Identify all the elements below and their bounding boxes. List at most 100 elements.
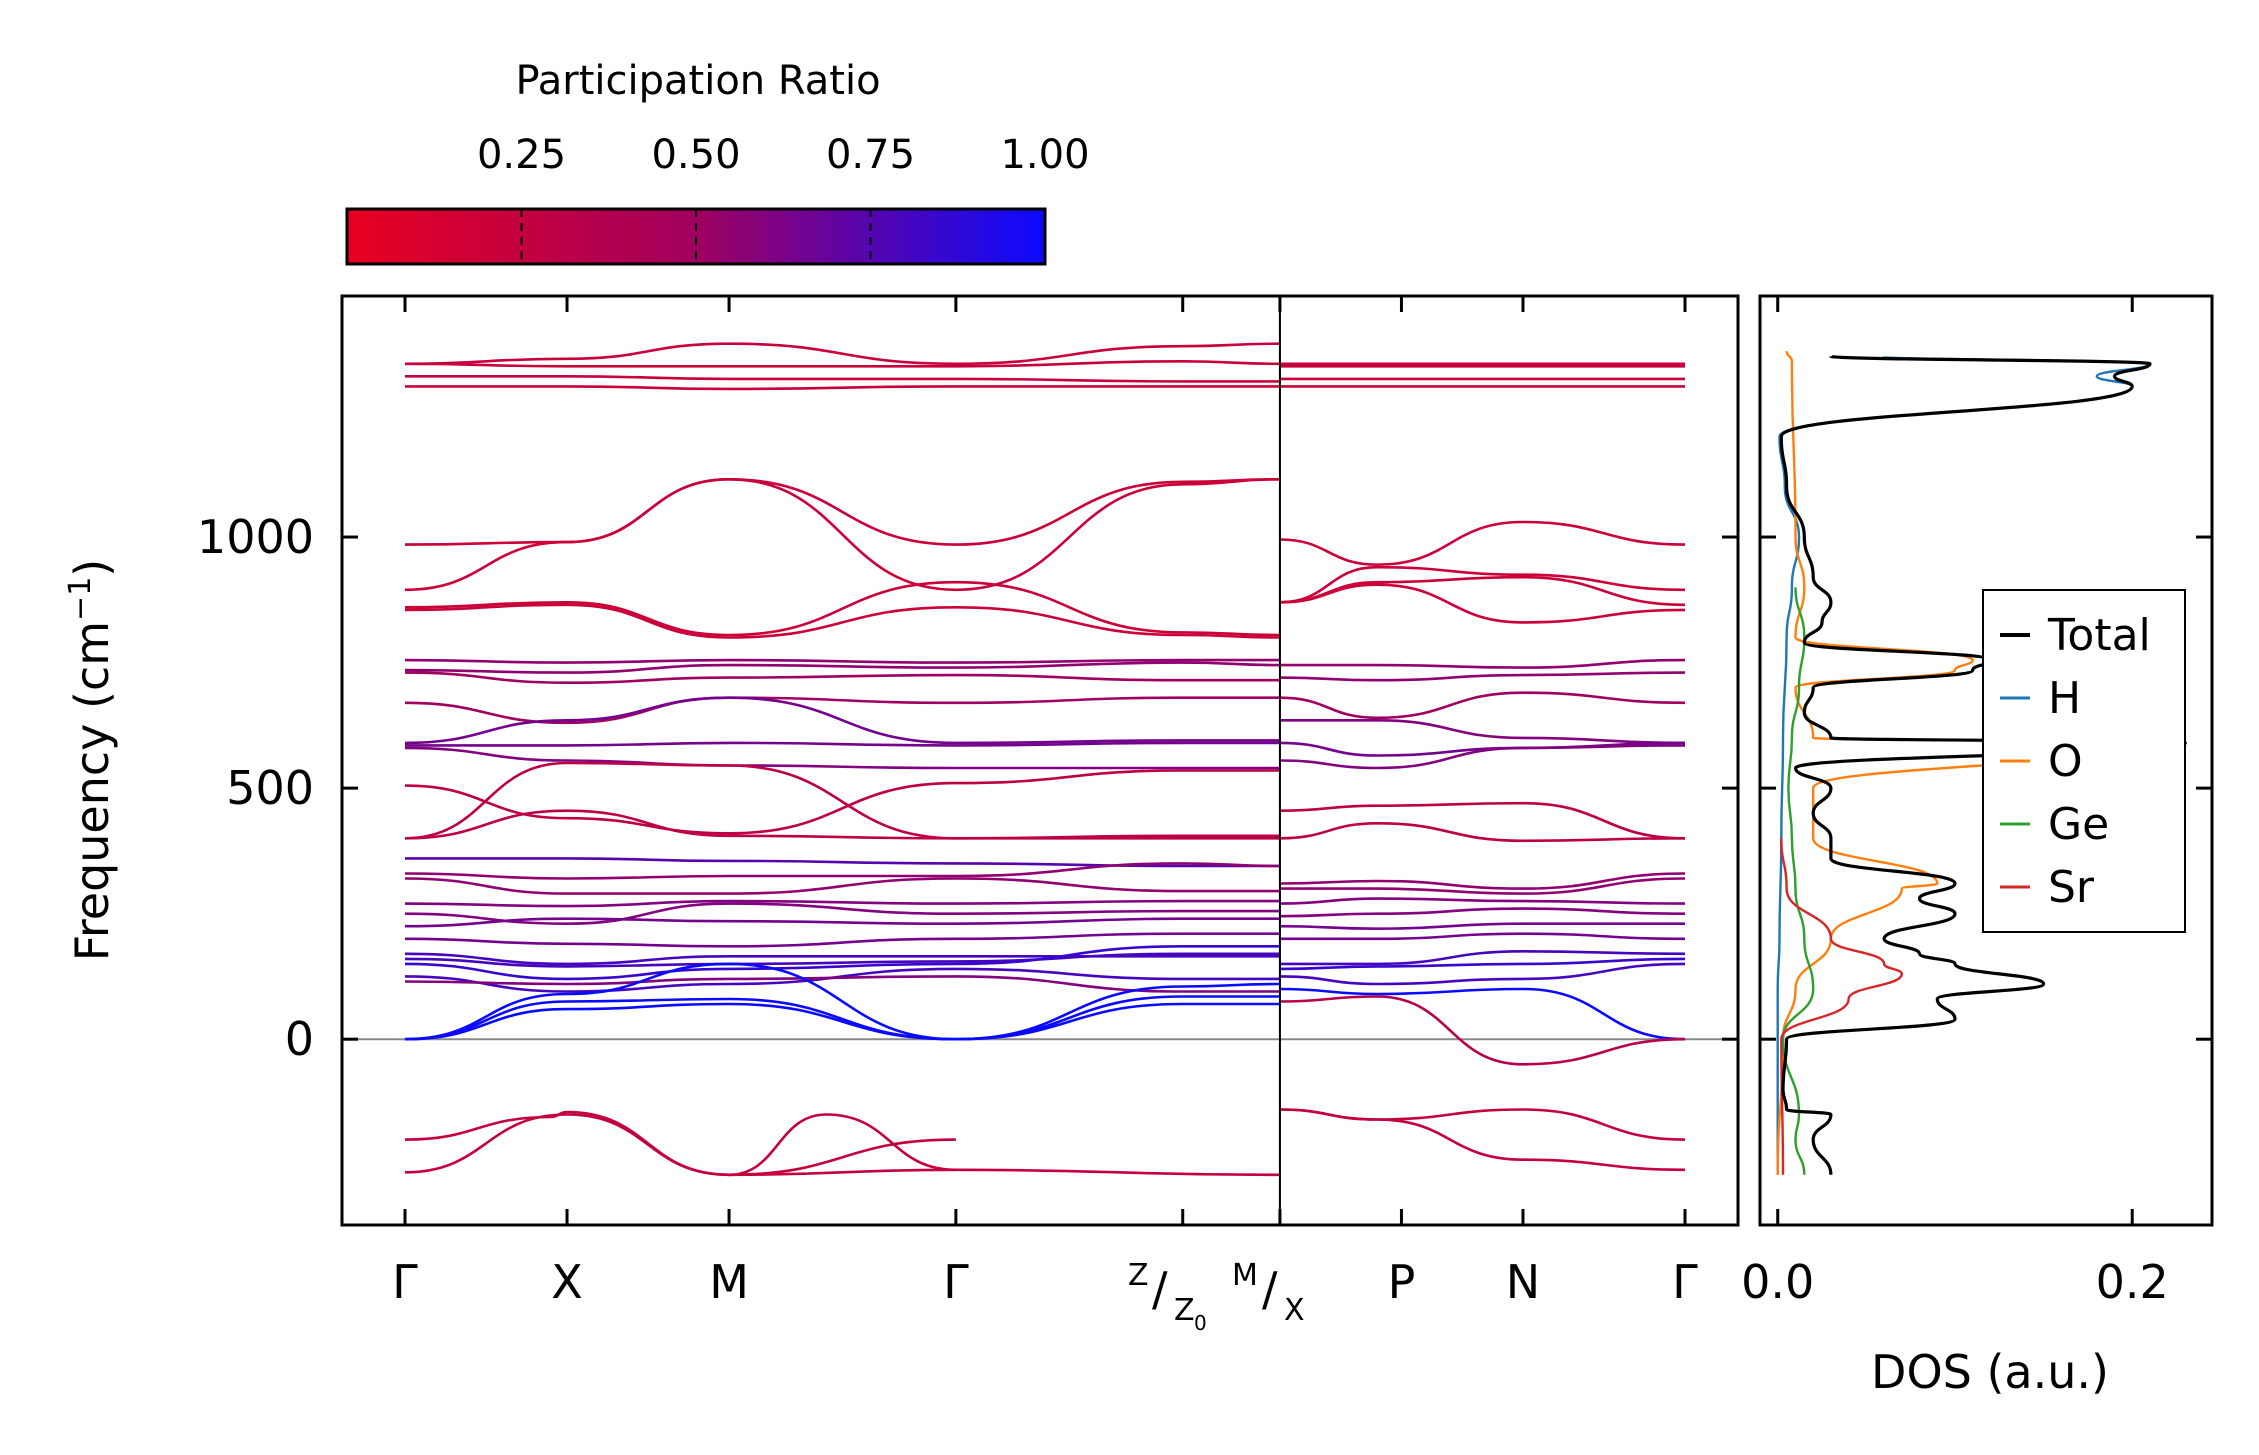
main-axes-frame bbox=[340, 294, 1740, 1227]
legend-items: Total HO Ge Sr bbox=[2000, 610, 2151, 913]
phonon-band bbox=[404, 671, 1280, 685]
phonon-band bbox=[1279, 922, 1685, 931]
dos-axes-frame bbox=[1758, 294, 2214, 1227]
break-label-z0: Z bbox=[1174, 1293, 1195, 1328]
phonon-band bbox=[404, 359, 1280, 368]
phonon-band bbox=[1279, 821, 1686, 843]
phonon-band bbox=[1279, 718, 1686, 745]
phonon-band bbox=[404, 899, 1280, 908]
phonon-band bbox=[404, 342, 1280, 366]
phonon-band bbox=[1279, 872, 1686, 890]
colorbar-title: Participation Ratio bbox=[515, 58, 880, 104]
phonon-band bbox=[1279, 877, 1686, 895]
dos-series-ge bbox=[1781, 587, 1815, 1175]
phonon-band bbox=[1279, 949, 1686, 966]
phonon-band bbox=[404, 995, 1280, 1041]
dos-series-sr bbox=[1780, 838, 1904, 1175]
break-label-z: Z bbox=[1128, 1258, 1149, 1293]
phonon-band bbox=[1279, 671, 1686, 682]
phonon-band bbox=[404, 661, 1280, 674]
phonon-band bbox=[404, 962, 1280, 1041]
phonon-band bbox=[405, 857, 1280, 868]
phonon-band bbox=[404, 877, 1280, 895]
break-slash-1: / bbox=[1152, 1262, 1168, 1316]
imaginary-band bbox=[404, 1113, 956, 1177]
dos-panel: 0.0 0.2 DOS (a.u.) Total HO Ge Sr bbox=[1741, 294, 2214, 1399]
phonon-band bbox=[404, 944, 1280, 981]
phonon-band bbox=[404, 374, 1280, 383]
phonon-band bbox=[404, 385, 1280, 391]
band-lines bbox=[404, 342, 1686, 1177]
phonon-band bbox=[1279, 744, 1686, 770]
dos-x-axis-label: DOS (a.u.) bbox=[1871, 1345, 2109, 1399]
k-tick-label: N bbox=[1506, 1255, 1540, 1309]
phonon-band bbox=[404, 603, 1280, 639]
phonon-band bbox=[1279, 907, 1686, 918]
y-tick-label: 500 bbox=[226, 761, 314, 815]
colorbar: Participation Ratio 0.25 0.50 0.75 1.00 bbox=[345, 58, 1090, 266]
phonon-band bbox=[404, 862, 1280, 880]
break-slash-2: / bbox=[1262, 1262, 1278, 1316]
legend-label-o: O bbox=[2048, 736, 2083, 787]
y-ticks: 0 500 1000 bbox=[197, 510, 1738, 1066]
legend-label-h: H bbox=[2048, 673, 2081, 724]
phonon-band bbox=[404, 917, 1280, 928]
k-tick-label: P bbox=[1388, 1255, 1416, 1309]
kpath-break-label: Z / Z 0 M / X bbox=[1128, 1258, 1305, 1335]
y-tick-label: 0 bbox=[285, 1012, 314, 1066]
y-axis-label-close: ) bbox=[65, 559, 119, 577]
y-axis-label: Frequency (cm−1) bbox=[63, 559, 119, 962]
phonon-band bbox=[1279, 691, 1686, 720]
phonon-band bbox=[1279, 575, 1686, 607]
colorbar-tick-label: 1.00 bbox=[1000, 132, 1089, 178]
phonon-band bbox=[1279, 897, 1686, 905]
legend-label-sr: Sr bbox=[2048, 862, 2095, 913]
phonon-band bbox=[1279, 957, 1686, 971]
y-tick-label: 1000 bbox=[197, 510, 314, 564]
imaginary-band bbox=[1279, 1108, 1686, 1141]
colorbar-tick-label: 0.75 bbox=[826, 132, 915, 178]
colorbar-tick-label: 0.50 bbox=[651, 132, 740, 178]
legend-label-total: Total bbox=[2047, 610, 2151, 661]
phonon-band bbox=[404, 477, 1280, 592]
phonon-band bbox=[404, 932, 1280, 948]
phonon-band bbox=[405, 741, 1280, 747]
break-label-x: X bbox=[1284, 1293, 1305, 1328]
phonon-band bbox=[404, 761, 1280, 840]
phonon-band bbox=[1279, 801, 1686, 840]
phonon-band bbox=[1279, 932, 1686, 941]
k-tick-label: X bbox=[551, 1255, 583, 1309]
phonon-band bbox=[404, 658, 1280, 664]
dos-x-tick-label: 0.2 bbox=[2096, 1255, 2169, 1309]
dos-series-total bbox=[1779, 354, 2188, 1175]
phonon-band bbox=[404, 809, 1280, 840]
phonon-band bbox=[1279, 962, 1686, 986]
phonon-band bbox=[404, 902, 1280, 926]
imaginary-band bbox=[729, 1168, 1280, 1177]
k-tick-label: Γ bbox=[943, 1255, 969, 1309]
phonon-band bbox=[1279, 658, 1686, 669]
dos-x-ticks: 0.0 0.2 bbox=[1741, 296, 2169, 1309]
k-tick-label: Γ bbox=[1672, 1255, 1698, 1309]
colorbar-tick-label: 0.25 bbox=[477, 132, 566, 178]
phonon-band bbox=[404, 769, 1280, 835]
phonon-band bbox=[404, 696, 1280, 745]
phonon-band bbox=[404, 1002, 1280, 1041]
phonon-band bbox=[1279, 741, 1686, 757]
phonon-band bbox=[404, 746, 1280, 770]
dos-y-ticks bbox=[1760, 535, 2212, 1041]
dos-x-tick-label: 0.0 bbox=[1741, 1255, 1814, 1309]
imaginary-band bbox=[404, 1110, 956, 1177]
k-tick-label: Γ bbox=[392, 1255, 418, 1309]
phonon-band bbox=[404, 975, 1280, 993]
phonon-band bbox=[1279, 520, 1686, 567]
phonon-band bbox=[1279, 583, 1686, 624]
y-axis-label-main: Frequency (cm bbox=[65, 621, 119, 961]
break-label-m: M bbox=[1232, 1258, 1258, 1293]
phonon-band bbox=[1279, 565, 1686, 604]
phonon-band bbox=[404, 952, 1280, 966]
dos-series-h bbox=[1776, 355, 2152, 1175]
